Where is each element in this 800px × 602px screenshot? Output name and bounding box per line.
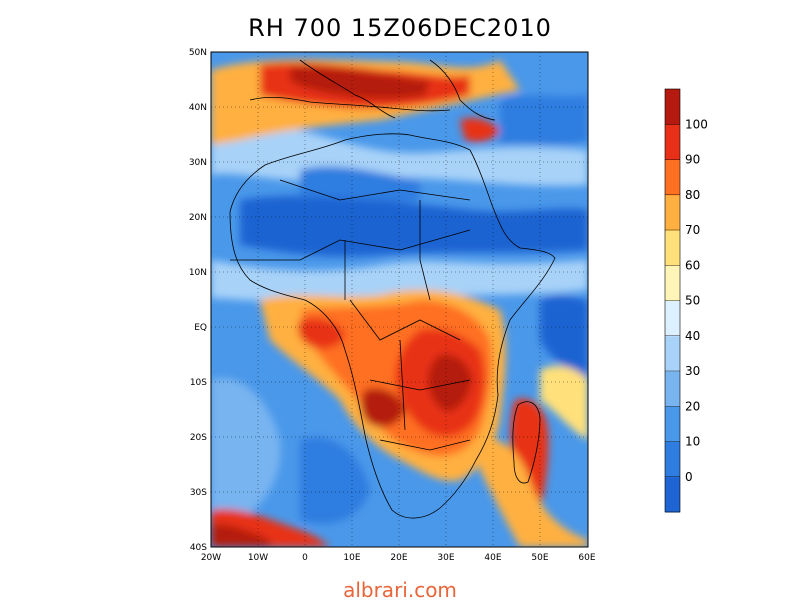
colorbar-label: 50 [685, 294, 700, 308]
lat-label-eq: EQ [194, 323, 207, 333]
latitude-labels: 50N 40N 30N 20N 10N EQ 10S 20S 30S 40S [189, 48, 207, 553]
colorbar-label: 30 [685, 364, 700, 378]
lat-label-20s: 20S [190, 433, 207, 443]
colorbar-label: 40 [685, 329, 700, 343]
lat-label-10s: 10S [190, 378, 207, 388]
lon-label-50e: 50E [531, 553, 548, 563]
colorbar-swatch [665, 89, 680, 125]
colorbar-swatch [665, 159, 680, 196]
lat-label-20n: 20N [189, 213, 207, 223]
colorbar-label: 10 [685, 435, 700, 449]
lat-label-30s: 30S [190, 488, 207, 498]
colorbar-swatch [665, 441, 680, 478]
map-frame [210, 51, 589, 548]
humidity-field [211, 52, 588, 547]
colorbar-label: 70 [685, 223, 700, 237]
lat-label-50n: 50N [189, 48, 207, 58]
lon-label-40e: 40E [484, 553, 501, 563]
lon-label-20w: 20W [201, 553, 221, 563]
colorbar-swatch [665, 335, 680, 372]
colorbar-label: 20 [685, 399, 700, 413]
colorbar-label: 100 [685, 117, 708, 131]
colorbar: 0 10 20 30 40 50 60 70 80 90 100 [664, 88, 708, 513]
colorbar-swatch [665, 406, 680, 442]
lat-label-40s: 40S [190, 543, 207, 553]
colorbar-swatch [665, 265, 680, 301]
colorbar-swatch [665, 371, 680, 407]
lat-label-10n: 10N [189, 268, 207, 278]
watermark: albrari.com [343, 578, 457, 602]
colorbar-label: 90 [685, 153, 700, 167]
lon-label-10w: 10W [248, 553, 268, 563]
lon-label-20e: 20E [390, 553, 407, 563]
lon-label-60e: 60E [578, 553, 595, 563]
lon-label-0: 0 [302, 553, 308, 563]
colorbar-swatch [665, 194, 680, 231]
colorbar-swatch [665, 124, 680, 160]
coastlines-and-borders [229, 59, 556, 519]
lat-label-40n: 40N [189, 103, 207, 113]
lon-label-30e: 30E [437, 553, 454, 563]
colorbar-swatch [665, 476, 680, 513]
colorbar-swatch [665, 230, 680, 266]
lat-label-30n: 30N [189, 158, 207, 168]
colorbar-label: 0 [685, 470, 693, 484]
colorbar-label: 80 [685, 188, 700, 202]
longitude-labels: 20W 10W 0 10E 20E 30E 40E 50E 60E [201, 553, 596, 563]
map-title: RH 700 15Z06DEC2010 [248, 14, 552, 42]
colorbar-swatch [665, 300, 680, 337]
graticule [211, 52, 588, 547]
colorbar-label: 60 [685, 258, 700, 272]
lon-label-10e: 10E [343, 553, 360, 563]
